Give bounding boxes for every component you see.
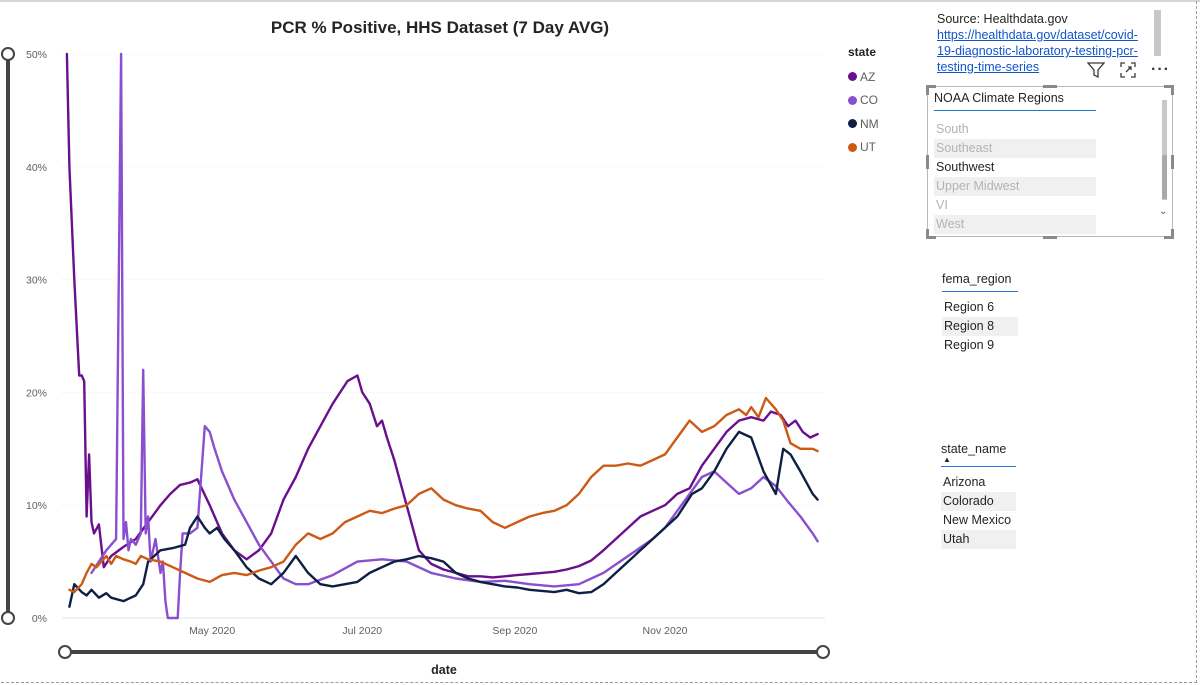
noaa-slicer-scroll-thumb[interactable] [1162, 155, 1167, 199]
x-tick-label: Nov 2020 [643, 625, 688, 637]
resize-handle-tl[interactable] [926, 85, 936, 88]
y-tick-label: 20% [26, 387, 47, 399]
x-tick-label: Jul 2020 [342, 625, 382, 637]
y-zoom-handle[interactable] [1, 611, 15, 625]
legend-dot-ut [848, 142, 857, 152]
fema-item-region-9[interactable]: Region 9 [944, 338, 995, 352]
resize-handle-ml[interactable] [926, 155, 929, 169]
legend-title: state [848, 45, 877, 59]
resize-handle-tl-v[interactable] [926, 85, 929, 95]
resize-handle-br[interactable] [1164, 236, 1174, 239]
state-item-arizona[interactable]: Arizona [943, 475, 986, 489]
legend: state AZ CO NM UT [848, 45, 879, 159]
state-name-slicer: state_name ▲ Arizona Colorado New Mexico… [941, 442, 1016, 549]
more-options-icon[interactable]: ··· [1151, 61, 1170, 78]
series-line-az[interactable] [65, 52, 819, 579]
source-link-line-3[interactable]: testing-time-series [937, 60, 1040, 74]
noaa-region-slicer: NOAA Climate Regions South Southeast Sou… [934, 91, 1096, 234]
noaa-item-upper-midwest[interactable]: Upper Midwest [934, 177, 1096, 196]
legend-label-co: CO [860, 93, 878, 108]
source-textbox: Source: Healthdata.gov https://healthdat… [937, 11, 1152, 75]
chart-title: PCR % Positive, HHS Dataset (7 Day AVG) [270, 18, 610, 37]
legend-label-az: AZ [860, 69, 876, 84]
chevron-down-icon[interactable]: ⌄ [1159, 206, 1168, 217]
source-link-line-1[interactable]: https://healthdata.gov/dataset/covid- [937, 28, 1138, 42]
sort-ascending-icon[interactable]: ▲ [943, 455, 951, 464]
state-item-new-mexico[interactable]: New Mexico [943, 513, 1012, 527]
noaa-item-southeast[interactable]: Southeast [934, 139, 1096, 158]
legend-item-nm[interactable]: NM [848, 112, 879, 136]
state-item-colorado[interactable]: Colorado [941, 492, 1016, 511]
y-tick-label: 50% [26, 49, 47, 61]
fema-item-region-6[interactable]: Region 6 [944, 300, 995, 314]
y-tick-label: 10% [26, 500, 47, 512]
legend-label-nm: NM [860, 116, 879, 131]
fema-item-region-8[interactable]: Region 8 [942, 317, 1018, 336]
legend-item-ut[interactable]: UT [848, 136, 879, 160]
canvas-top-edge [0, 0, 1200, 6]
legend-dot-az [848, 72, 857, 82]
x-zoom-handle[interactable] [816, 645, 830, 659]
legend-item-az[interactable]: AZ [848, 65, 879, 89]
y-tick-label: 40% [26, 162, 47, 174]
fema-region-slicer: fema_region Region 6 Region 8 Region 9 [942, 272, 1018, 355]
legend-dot-co [848, 95, 857, 105]
state-slicer-header: state_name ▲ [941, 442, 1016, 467]
resize-handle-bl-v[interactable] [926, 229, 929, 239]
state-item-utah[interactable]: Utah [941, 530, 1016, 549]
series-line-co[interactable] [90, 52, 819, 620]
x-tick-label: May 2020 [189, 625, 235, 637]
noaa-item-southwest[interactable]: Southwest [936, 160, 995, 174]
filter-icon[interactable] [1087, 61, 1105, 79]
resize-handle-br-v[interactable] [1171, 229, 1174, 239]
series-line-nm[interactable] [68, 430, 819, 608]
noaa-slicer-scrollbar[interactable] [1162, 100, 1167, 200]
y-tick-label: 30% [26, 275, 47, 287]
noaa-item-west[interactable]: West [934, 215, 1096, 234]
noaa-item-vi[interactable]: VI [936, 198, 948, 212]
resize-handle-tm[interactable] [1043, 85, 1057, 88]
resize-handle-bl[interactable] [926, 236, 936, 239]
line-chart[interactable]: 0% 10% 20% 30% 40% 50% May 2020 Jul 2020 Sep 20… [0, 0, 900, 685]
focus-mode-icon[interactable] [1119, 61, 1137, 79]
noaa-item-south[interactable]: South [936, 122, 969, 136]
x-tick-label: Sep 2020 [492, 625, 537, 637]
state-slicer-title: state_name [941, 442, 1007, 456]
y-zoom-handle[interactable] [1, 47, 15, 61]
fema-slicer-title: fema_region [942, 272, 1018, 292]
resize-handle-bm[interactable] [1043, 236, 1057, 239]
resize-handle-tr-v[interactable] [1171, 85, 1174, 95]
series-line-ut[interactable] [68, 396, 819, 594]
legend-label-ut: UT [860, 140, 876, 155]
source-link-line-2[interactable]: 19-diagnostic-laboratory-testing-pcr- [937, 44, 1138, 58]
y-tick-label: 0% [32, 613, 47, 625]
source-label: Source: Healthdata.gov [937, 12, 1068, 26]
textbox-scrollbar[interactable] [1154, 10, 1161, 56]
visual-header-toolbar: ··· [1087, 61, 1170, 79]
resize-handle-mr[interactable] [1171, 155, 1174, 169]
legend-dot-nm [848, 119, 857, 129]
resize-handle-tr[interactable] [1164, 85, 1174, 88]
noaa-slicer-title: NOAA Climate Regions [934, 91, 1096, 111]
x-axis-label: date [431, 663, 457, 677]
x-zoom-handle[interactable] [58, 645, 72, 659]
legend-item-co[interactable]: CO [848, 89, 879, 113]
